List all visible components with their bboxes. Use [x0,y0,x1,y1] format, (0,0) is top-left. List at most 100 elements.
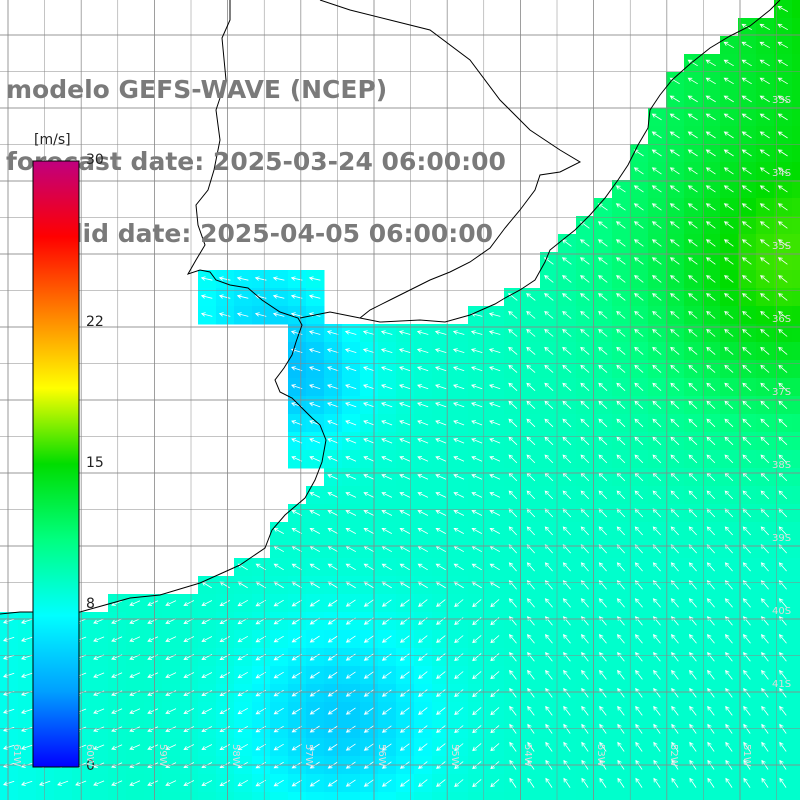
wind-arrow [417,420,429,426]
wind-arrow [345,707,356,715]
wind-arrow [309,725,320,733]
wind-arrow [362,330,375,335]
wind-arrow [417,366,429,372]
wind-arrow [453,528,464,534]
wind-arrow [598,310,608,319]
wind-arrow [147,636,159,642]
wind-arrow [327,420,339,426]
wind-arrow [418,707,428,715]
wind-arrow [327,366,339,372]
wind-arrow [544,364,554,373]
wind-speed-cell [792,414,800,433]
wind-arrow [454,707,464,716]
wind-arrow [362,348,375,353]
wind-arrow [706,526,715,536]
wind-arrow [489,438,501,444]
wind-arrow [760,400,770,409]
wind-arrow [725,723,733,734]
wind-arrow [562,400,572,409]
wind-arrow [309,510,321,516]
wind-speed-cell [792,612,800,631]
wind-arrow [617,687,625,698]
wind-speed-cell [792,396,800,415]
wind-arrow [418,689,428,697]
wind-arrow [724,382,734,391]
wind-speed-cell [792,36,800,55]
wind-arrow [562,346,572,355]
wind-arrow [489,563,500,571]
wind-arrow [111,708,123,714]
wind-speed-cell [792,126,800,145]
wind-speed-cell [792,234,800,253]
wind-arrow [490,743,500,752]
wind-arrow [327,438,339,444]
wind-arrow [580,310,590,319]
wind-arrow [309,779,320,787]
wind-arrow [706,310,716,319]
wind-arrow [363,402,375,408]
wind-arrow [363,510,375,516]
wind-arrow [291,671,302,679]
wind-arrow [363,707,374,715]
wind-arrow [219,636,230,642]
wind-arrow [398,348,411,353]
colorbar-unit: [m/s] [34,132,71,148]
wind-arrow [129,708,141,714]
wind-arrow [399,510,411,516]
wind-arrow [236,276,249,281]
wind-arrow [635,741,643,752]
wind-arrow [147,708,159,714]
wind-arrow [598,508,608,518]
wind-arrow [633,203,644,211]
wind-arrow [688,598,697,608]
wind-arrow [436,725,446,733]
wind-arrow [39,780,51,786]
wind-arrow [435,366,447,372]
wind-arrow [580,562,589,572]
wind-arrow [472,743,482,752]
wind-arrow [598,454,608,464]
wind-arrow [471,528,482,534]
wind-arrow [345,563,356,571]
wind-arrow [544,382,554,391]
wind-arrow [777,131,788,139]
wind-arrow [562,275,572,283]
wind-arrow [759,41,770,49]
wind-arrow [3,636,15,642]
wind-arrow [723,77,734,85]
wind-speed-cell [648,792,667,800]
wind-arrow [471,402,483,408]
wind-arrow [652,454,662,464]
wind-arrow [434,348,447,353]
wind-speed-cell [702,792,721,800]
wind-arrow [777,221,788,229]
wind-arrow [508,562,517,572]
wind-arrow [381,420,393,426]
colorbar-gradient [32,160,80,768]
wind-arrow [272,276,285,281]
wind-arrow [741,41,752,49]
wind-arrow [634,616,643,626]
wind-arrow [454,635,464,644]
wind-arrow [706,580,715,590]
wind-arrow [345,653,356,661]
wind-arrow [652,310,662,319]
wind-arrow [724,580,733,590]
wind-arrow [706,364,716,373]
wind-arrow [688,562,697,572]
wind-arrow [544,598,553,608]
wind-arrow [723,257,734,265]
wind-arrow [634,418,644,428]
wind-arrow [562,598,571,608]
wind-arrow [651,185,662,193]
wind-arrow [562,490,572,500]
wind-arrow [761,669,769,680]
wind-arrow [309,402,321,408]
wind-arrow [759,131,770,139]
longitude-label: 59W [157,744,168,767]
wind-arrow [489,366,501,372]
wind-arrow [471,563,482,571]
wind-arrow [597,221,608,229]
wind-arrow [725,669,733,680]
